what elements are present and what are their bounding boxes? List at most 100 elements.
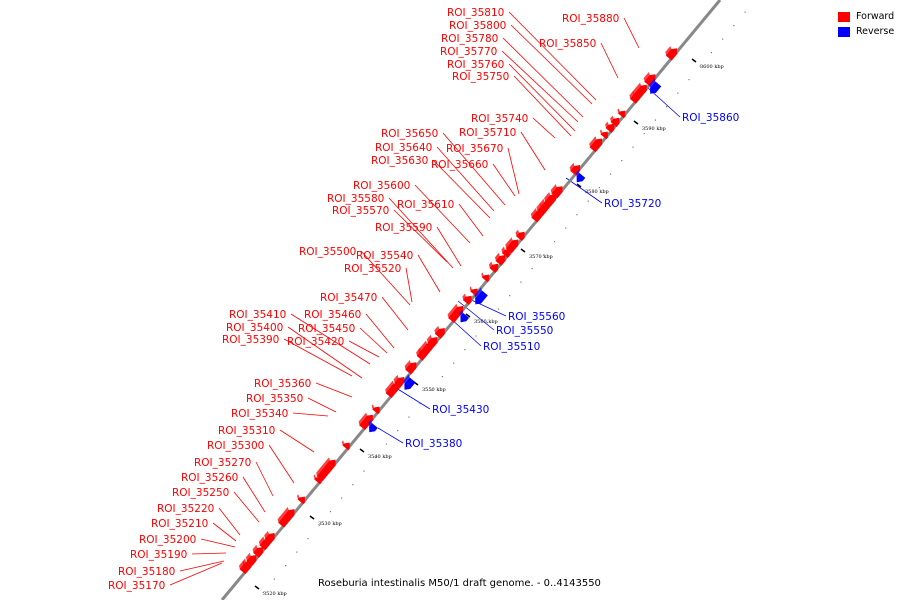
gene-roi-35260: [296, 494, 305, 505]
leader-line: [623, 17, 640, 49]
gene-body: [476, 290, 488, 303]
gene-label: ROI_35360: [254, 378, 311, 390]
gene-label: ROI_35260: [181, 472, 238, 484]
minor-dot: [296, 551, 298, 553]
gene-label: ROI_35650: [381, 128, 438, 140]
minor-dot: [677, 92, 679, 94]
minor-dot: [531, 268, 533, 270]
gene-bevel: [475, 287, 482, 298]
gene-bevel: [505, 237, 513, 249]
minor-dot: [385, 443, 388, 445]
gene-roi-35190: [245, 552, 257, 566]
gene-label: ROI_35860: [682, 112, 739, 124]
gene-body: [489, 263, 499, 273]
tick-mark: [520, 248, 526, 253]
gene-body: [404, 377, 416, 390]
minor-dot: [688, 79, 690, 81]
minor-dot: [441, 376, 444, 378]
leader-line: [307, 397, 337, 413]
minor-dot: [273, 578, 276, 580]
minor-dot: [666, 106, 668, 108]
leader-line: [255, 461, 274, 497]
leader-line: [169, 562, 223, 586]
gene-label: ROI_35780: [441, 33, 498, 45]
gene-labels: ROI_35170 ROI_35180 ROI_35190 ROI_35200 ROI_…: [108, 7, 739, 592]
minor-dot: [509, 295, 511, 297]
gene-body: [342, 442, 350, 451]
gene-roi-35580: [494, 252, 506, 266]
tick-label: 3520 kbp: [263, 591, 287, 597]
gene-bevel: [544, 192, 551, 202]
minor-dot: [654, 119, 657, 121]
leader-line: [436, 226, 462, 267]
leader-line: [520, 131, 546, 171]
gene-bevel: [550, 184, 557, 194]
gene-label: ROI_35170: [108, 580, 165, 592]
gene-roi-35470: [447, 303, 464, 323]
leader-line: [532, 117, 556, 139]
minor-tick-dots: [262, 11, 746, 594]
gene-body: [264, 533, 275, 544]
leader-line: [377, 427, 404, 444]
gene-bevel: [385, 380, 394, 394]
gene-label: ROI_35720: [604, 198, 661, 210]
minor-dot: [542, 254, 544, 256]
minor-dot: [285, 565, 287, 567]
gene-roi-35390: [393, 374, 405, 388]
gene-body: [544, 194, 556, 207]
gene-bevel: [501, 246, 505, 254]
leader-line: [436, 146, 495, 212]
gene-bevel: [358, 412, 368, 426]
minor-dot: [464, 349, 466, 351]
gene-bevel: [252, 544, 258, 553]
gene-body: [239, 562, 251, 575]
leader-line: [283, 338, 353, 377]
leader-line: [233, 491, 260, 523]
minor-dot: [475, 335, 477, 337]
gene-bevel: [368, 420, 372, 427]
gene-body: [278, 509, 295, 528]
gene-bevel: [575, 170, 580, 177]
leader-line: [507, 147, 520, 195]
tick-label: 3530 kbp: [318, 521, 342, 527]
gene-label: ROI_35610: [397, 199, 454, 211]
gene-arrows: [238, 46, 678, 575]
minor-dot: [733, 25, 735, 27]
gene-label: ROI_35180: [118, 566, 175, 578]
tick-label: 3540 kbp: [368, 454, 392, 460]
gene-label: ROI_35400: [226, 322, 283, 334]
leader-line: [360, 250, 411, 306]
gene-label: ROI_35570: [332, 205, 389, 217]
minor-dot: [307, 538, 309, 540]
minor-dot: [497, 308, 500, 310]
gene-body: [605, 123, 615, 133]
minor-dot: [598, 187, 600, 189]
gene-body: [316, 459, 336, 482]
minor-dot: [609, 173, 612, 175]
gene-roi-35570: [488, 261, 499, 273]
leader-line: [414, 184, 471, 244]
tick-label: 3580 kbp: [585, 189, 609, 195]
gene-body: [505, 239, 519, 254]
leader-line: [501, 50, 579, 123]
gene-roi-35760: [605, 121, 615, 133]
gene-roi-35350: [371, 404, 380, 415]
gene-body: [448, 305, 464, 323]
leader-line: [395, 387, 431, 410]
gene-label: ROI_35880: [562, 13, 619, 25]
gene-label: ROI_35520: [344, 263, 401, 275]
gene-roi-35340: [358, 412, 373, 431]
legend-item-forward: Forward: [838, 9, 894, 24]
gene-body: [297, 496, 305, 505]
leader-line: [242, 476, 266, 513]
gene-label: ROI_35750: [452, 71, 509, 83]
gene-label: ROI_35770: [440, 46, 497, 58]
gene-bevel: [434, 325, 440, 334]
gene-bevel: [632, 82, 642, 96]
gene-bevel: [643, 72, 650, 82]
leader-line: [359, 327, 388, 354]
gene-label: ROI_35850: [539, 38, 596, 50]
tick-mark: [633, 120, 639, 125]
leader-line: [381, 296, 409, 331]
